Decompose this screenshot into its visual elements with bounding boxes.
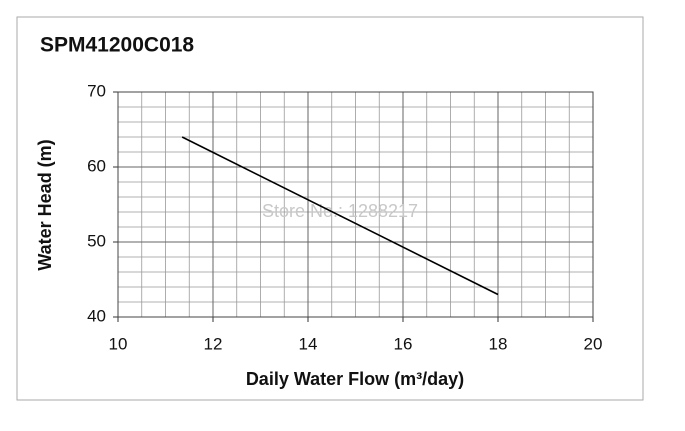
x-tick-label: 18 xyxy=(489,334,508,353)
y-axis-label: Water Head (m) xyxy=(35,139,55,270)
x-tick-label: 20 xyxy=(584,334,603,353)
y-tick-label: 40 xyxy=(87,306,106,325)
watermark: Store No.: 1288217 xyxy=(262,201,418,221)
chart-title: SPM41200C018 xyxy=(40,34,194,57)
data-line xyxy=(181,136,499,296)
x-tick-label: 14 xyxy=(299,334,318,353)
x-tick-label: 12 xyxy=(204,334,223,353)
plot-border xyxy=(117,91,594,318)
y-tick-label: 60 xyxy=(87,156,106,175)
x-tick-label: 10 xyxy=(109,334,128,353)
y-tick-label: 70 xyxy=(87,81,106,100)
x-tick-label: 16 xyxy=(394,334,413,353)
y-tick-label: 50 xyxy=(87,231,106,250)
x-axis-label: Daily Water Flow (m³/day) xyxy=(246,369,464,389)
